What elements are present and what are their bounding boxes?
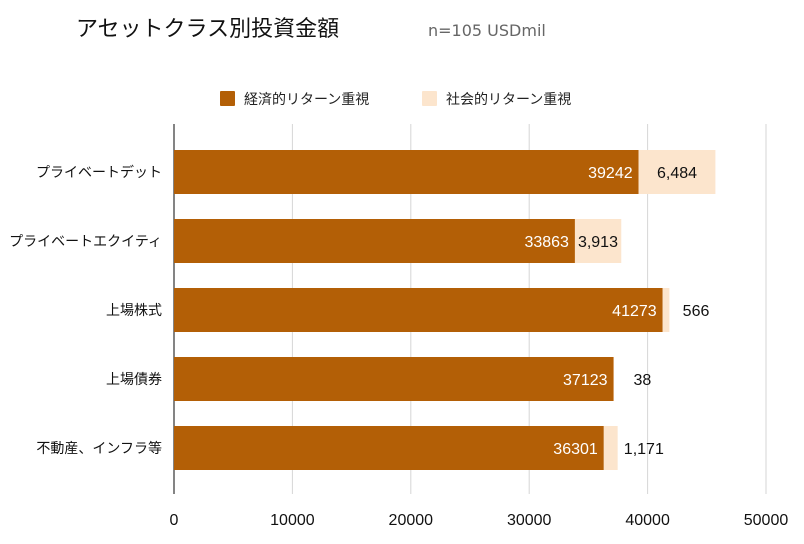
- data-label-economic: 36301: [553, 441, 598, 458]
- bar-social: [574, 219, 622, 263]
- bar-economic: [174, 288, 663, 332]
- x-tick-label: 10000: [270, 512, 315, 529]
- data-label-social: 566: [683, 303, 710, 320]
- bar-economic: [174, 150, 639, 194]
- category-label: 上場株式: [106, 303, 162, 319]
- x-tick-label: 20000: [389, 512, 434, 529]
- data-label-social: 38: [634, 372, 652, 389]
- bar-social: [662, 288, 670, 332]
- x-tick-label: 0: [170, 512, 179, 529]
- bar-economic: [174, 426, 604, 470]
- bar-economic: [174, 219, 575, 263]
- bar-social: [638, 150, 716, 194]
- x-tick-label: 50000: [744, 512, 789, 529]
- category-label: 上場債券: [106, 372, 162, 388]
- x-tick-label: 40000: [625, 512, 670, 529]
- category-label: プライベートデット: [36, 164, 162, 181]
- legend-swatch-social: [422, 91, 437, 106]
- bar-economic: [174, 357, 614, 401]
- data-label-social: 1,171: [624, 441, 664, 458]
- x-axis-ticks: 0 10000 20000 30000 40000 50000: [170, 512, 789, 529]
- chart-title: アセットクラス別投資金額: [76, 17, 339, 42]
- category-label: 不動産、インフラ等: [36, 440, 162, 457]
- data-labels: 39242 6,484 33863 3,913 41273 566 37123 38 36301…: [524, 165, 709, 458]
- data-label-economic: 33863: [524, 234, 569, 251]
- category-label: プライベートエクイティ: [9, 234, 162, 250]
- data-label-economic: 37123: [563, 372, 608, 389]
- legend: 経済的リターン重視 社会的リターン重視: [220, 91, 571, 108]
- data-label-social: 6,484: [657, 165, 697, 182]
- x-tick-label: 30000: [507, 512, 552, 529]
- data-label-economic: 41273: [612, 303, 657, 320]
- legend-swatch-economic: [220, 91, 235, 106]
- chart-subtitle: n=105 USDmil: [428, 21, 546, 40]
- legend-label-social: 社会的リターン重視: [446, 92, 571, 108]
- bar-social: [603, 426, 618, 470]
- bar-social: [613, 357, 615, 401]
- data-label-social: 3,913: [578, 234, 618, 251]
- legend-label-economic: 経済的リターン重視: [244, 92, 369, 108]
- bars: [174, 150, 716, 470]
- data-label-economic: 39242: [588, 165, 633, 182]
